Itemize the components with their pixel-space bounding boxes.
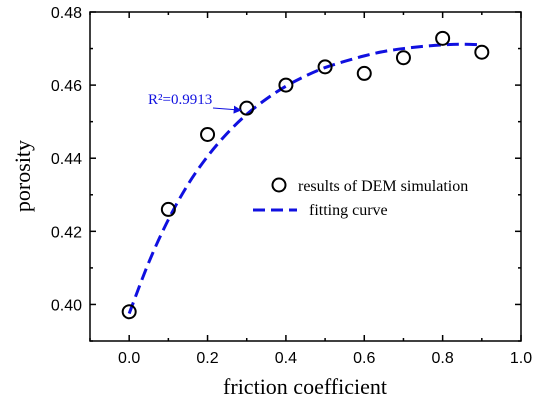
y-axis-ticks: 0.40 0.42 0.44 0.46 0.48 xyxy=(51,5,521,342)
y-tick-label: 0.44 xyxy=(51,151,82,168)
scatter-layer xyxy=(121,30,490,320)
dem-data-point xyxy=(474,44,490,60)
x-tick-label: 0.4 xyxy=(275,350,297,367)
y-axis-title: porosity xyxy=(10,140,35,212)
dem-data-point xyxy=(317,59,333,75)
legend-label-dem: results of DEM simulation xyxy=(298,178,468,195)
x-tick-label: 0.2 xyxy=(196,350,218,367)
y-tick-label: 0.42 xyxy=(51,224,82,241)
dem-data-point xyxy=(278,77,294,93)
legend-marker-circle xyxy=(271,177,287,193)
legend: results of DEM simulation fitting curve xyxy=(253,177,468,219)
x-tick-label: 1.0 xyxy=(510,350,532,367)
r-squared-annotation: R²=0.9913 xyxy=(148,92,212,108)
annotation-layer: R²=0.9913 xyxy=(148,92,242,114)
x-axis-ticks: 0.0 0.2 0.4 0.6 0.8 1.0 xyxy=(89,12,532,367)
dem-data-point xyxy=(121,304,137,320)
dem-data-point xyxy=(435,30,451,46)
dem-data-point xyxy=(160,201,176,217)
plot-frame xyxy=(89,11,522,342)
y-tick-label: 0.48 xyxy=(51,5,82,22)
dem-data-point xyxy=(200,126,216,142)
dem-data-point xyxy=(356,65,372,81)
legend-label-fitting: fitting curve xyxy=(309,202,388,219)
annotation-arrow xyxy=(212,105,242,114)
dem-data-point xyxy=(395,50,411,66)
x-tick-label: 0.0 xyxy=(118,350,140,367)
y-tick-label: 0.46 xyxy=(51,78,82,95)
x-tick-label: 0.6 xyxy=(353,350,375,367)
x-axis-title: friction coefficient xyxy=(223,374,387,399)
y-tick-label: 0.40 xyxy=(51,297,82,314)
x-tick-label: 0.8 xyxy=(432,350,454,367)
